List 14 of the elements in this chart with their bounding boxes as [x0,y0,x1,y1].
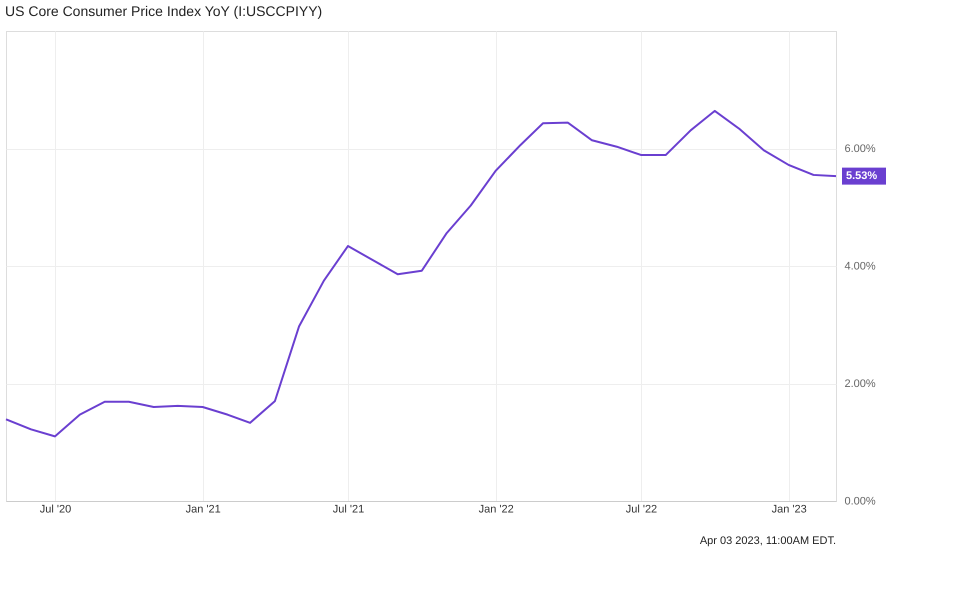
x-tick-label: Jan '22 [478,504,514,516]
chart-title: US Core Consumer Price Index YoY (I:USCCPIYY) [5,3,322,19]
annotation: 5.53% [846,170,878,182]
y-tick-label: 6.00% [844,143,876,155]
line-series [5,110,837,438]
text: Apr 03 2023, 11:00AM EDT. [700,535,836,547]
x-tick-label: Jan '23 [772,504,807,516]
x-tick-label: Jul '21 [332,504,364,516]
y-tick-label: 0.00% [844,496,876,508]
x-tick-label: Jul '20 [40,504,72,516]
y-tick-label: 2.00% [844,378,876,390]
y-tick-label: 4.00% [844,260,876,272]
x-tick-label: Jul '22 [626,504,658,516]
x-tick-label: Jan '21 [186,504,221,516]
